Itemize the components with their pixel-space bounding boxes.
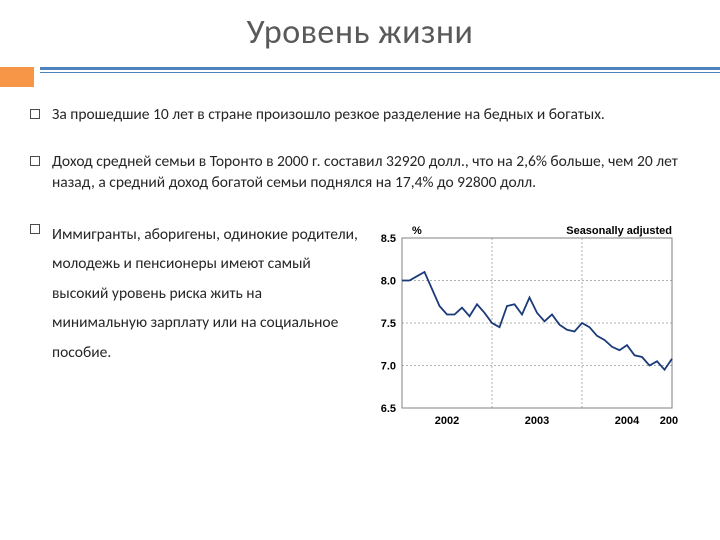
bullet-marker-icon (30, 156, 40, 166)
line-chart-svg: 6.5 7.0 7.5 8.0 8.5 2002 2003 2004 2005% Seasonal… (368, 220, 678, 430)
svg-text:%: % (412, 225, 422, 237)
page-title: Уровень жизни (0, 12, 720, 53)
bullet-3-text: Иммигранты, аборигены, одинокие родители… (52, 220, 360, 367)
svg-text:8.0: 8.0 (381, 275, 396, 287)
bullet-3: Иммигранты, аборигены, одинокие родители… (30, 220, 360, 367)
bullet-1: За прошедшие 10 лет в стране произошло р… (30, 105, 690, 126)
bullet-marker-icon (30, 224, 40, 234)
svg-text:2005: 2005 (660, 415, 678, 427)
svg-text:7.0: 7.0 (381, 360, 396, 372)
svg-text:6.5: 6.5 (381, 403, 396, 415)
bullet-1-text: За прошедшие 10 лет в стране произошло р… (52, 105, 690, 126)
unemployment-chart: 6.5 7.0 7.5 8.0 8.5 2002 2003 2004 2005% Seasonal… (368, 220, 690, 430)
accent-block (0, 67, 34, 87)
svg-text:2004: 2004 (615, 415, 640, 427)
bullet-2-text: Доход средней семьи в Торонто в 2000 г. … (52, 152, 690, 194)
bullet-marker-icon (30, 109, 40, 119)
svg-text:8.5: 8.5 (381, 233, 396, 245)
svg-text:2003: 2003 (525, 415, 549, 427)
svg-text:2002: 2002 (435, 415, 459, 427)
svg-text:7.5: 7.5 (381, 318, 396, 330)
title-divider (0, 67, 720, 87)
bullet-2: Доход средней семьи в Торонто в 2000 г. … (30, 152, 690, 194)
svg-text:Seasonally adjusted: Seasonally adjusted (566, 225, 672, 237)
